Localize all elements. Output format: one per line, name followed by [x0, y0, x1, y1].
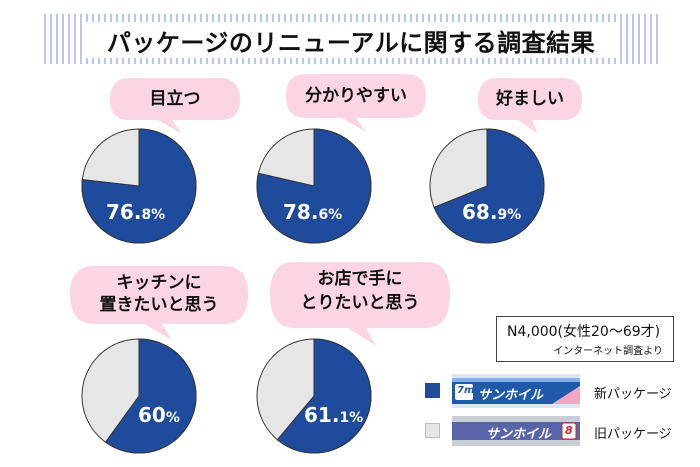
survey-note-sample: N4,000(女性20〜69才) — [507, 324, 661, 340]
pie-5-pct-sub: 1% — [339, 410, 364, 426]
survey-note-source: インターネット調査より — [553, 346, 663, 357]
pie-3-new-slice — [433, 128, 545, 244]
old-package-brand: サンホイル — [486, 427, 552, 442]
bubble-label-1: 目立つ — [149, 89, 201, 109]
legend-label-new: 新パッケージ — [594, 387, 672, 402]
bubble-label-3: 好ましい — [496, 89, 564, 109]
pie-1-new-slice — [81, 128, 197, 244]
pie-chart-5 — [255, 337, 373, 455]
bubble-4 — [70, 266, 248, 340]
legend-swatch-new — [425, 383, 440, 398]
pie-4-pct-sub: % — [165, 410, 180, 426]
pie-3-pct-sub: 9% — [497, 207, 522, 223]
pie-chart-3 — [428, 127, 546, 245]
pie-3-pct: 68.9% — [462, 200, 521, 224]
pie-2-new-slice — [256, 128, 372, 244]
pie-chart-2 — [255, 127, 373, 245]
pie-1-pct: 76.8% — [106, 200, 165, 224]
legend-label-old: 旧パッケージ — [594, 427, 672, 442]
pie-chart-4 — [80, 337, 198, 455]
pie-2-pct-main: 78. — [283, 200, 319, 224]
new-package-badge: 7m — [457, 385, 475, 396]
page-title: パッケージのリニューアルに関する調査結果 — [106, 28, 596, 57]
bubble-label-5b: とりたいと思う — [300, 293, 420, 313]
pie-3-pct-main: 68. — [462, 200, 498, 224]
pie-5-new-slice — [276, 338, 372, 454]
pie-2-pct: 78.6% — [283, 200, 342, 224]
bubble-label-4a: キッチンに — [116, 273, 202, 293]
pie-1-pct-sub: 8% — [141, 207, 166, 223]
pie-4-pct-main: 60 — [138, 403, 166, 427]
bubble-3 — [478, 78, 582, 134]
pie-chart-1 — [80, 127, 198, 245]
pie-2-pct-sub: 6% — [318, 207, 343, 223]
bubble-label-4b: 置きたいと思う — [99, 295, 219, 315]
pie-4-new-slice — [104, 338, 197, 454]
pie-5-pct: 61.1% — [304, 403, 363, 427]
bubble-label-2: 分かりやすい — [305, 86, 407, 106]
legend-swatch-old — [425, 423, 440, 438]
pie-4-pct: 60% — [138, 403, 180, 427]
bubble-5 — [270, 262, 450, 346]
title-box: パッケージのリニューアルに関する調査結果 — [82, 22, 620, 58]
old-package-image: サンホイル 8 — [452, 414, 580, 448]
new-package-image: 7m サンホイル — [452, 374, 580, 408]
pie-5-pct-main: 61. — [304, 403, 340, 427]
bubble-2 — [286, 74, 426, 132]
bubble-1 — [110, 78, 240, 134]
old-package-badge: 8 — [565, 424, 573, 437]
bubble-label-5a: お店で手に — [317, 269, 403, 289]
survey-note: N4,000(女性20〜69才) インターネット調査より — [496, 316, 674, 362]
new-package-brand: サンホイル — [478, 388, 544, 403]
pie-1-pct-main: 76. — [106, 200, 142, 224]
